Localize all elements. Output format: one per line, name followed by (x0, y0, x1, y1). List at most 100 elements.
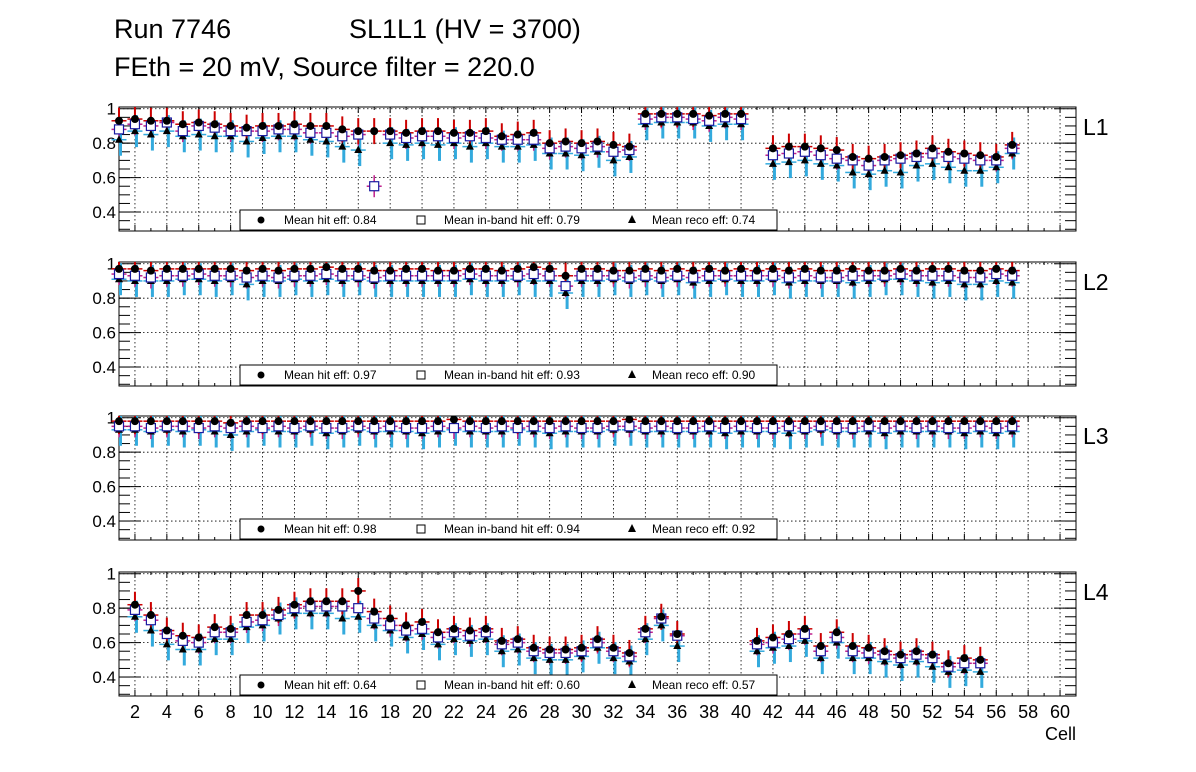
hit-marker (832, 266, 841, 275)
hit-marker (513, 417, 522, 426)
legend-hit-label: Mean hit eff: 0.97 (284, 368, 377, 382)
reco-marker (529, 276, 538, 284)
hit-marker (657, 109, 666, 118)
hit-marker (992, 264, 1001, 273)
reco-marker (928, 278, 937, 286)
reco-marker (960, 166, 969, 174)
reco-marker (130, 612, 139, 620)
reco-marker (146, 130, 155, 138)
reco-marker (418, 138, 427, 147)
hit-marker (338, 264, 347, 273)
reco-marker (402, 140, 411, 148)
y-tick-label: 0.4 (92, 668, 116, 687)
hit-marker (928, 417, 937, 426)
hit-marker (322, 597, 331, 606)
x-tick-label: 32 (603, 702, 623, 722)
y-tick-label: 1 (107, 255, 116, 274)
reco-marker (306, 608, 315, 617)
x-tick-label: 52 (922, 702, 942, 722)
hit-marker (115, 417, 123, 426)
hit-marker (609, 266, 618, 275)
x-tick-label: 18 (380, 702, 400, 722)
hit-marker (354, 264, 363, 273)
hit-marker (657, 266, 666, 275)
reco-marker (561, 655, 570, 663)
hit-marker (784, 417, 793, 426)
legend-box (239, 518, 778, 540)
legend-hit-marker (257, 681, 265, 689)
hit-marker (290, 264, 299, 273)
hit-marker (848, 642, 857, 651)
hit-marker (513, 264, 522, 273)
reco-marker (721, 119, 730, 128)
hit-marker (976, 655, 985, 664)
hit-marker (896, 650, 905, 659)
hit-marker (721, 266, 730, 275)
reco-marker (641, 634, 650, 643)
x-tick-label: 38 (699, 702, 719, 722)
hit-marker (689, 417, 698, 426)
x-tick-label: 50 (891, 702, 911, 722)
legend-reco-label: Mean reco eff: 0.74 (652, 213, 756, 227)
hit-marker (848, 264, 857, 273)
legend-reco-marker (628, 680, 636, 688)
hit-marker (449, 624, 458, 633)
hit-marker (784, 630, 793, 638)
y-tick-label: 0.4 (92, 358, 116, 377)
x-tick-label: 4 (162, 702, 172, 722)
hit-marker (896, 264, 905, 273)
hit-marker (210, 623, 219, 632)
hit-marker (912, 266, 921, 275)
hit-marker (705, 264, 714, 273)
hit-marker (768, 417, 777, 426)
legend-box (239, 209, 778, 231)
x-tick-label: 58 (1018, 702, 1038, 722)
hit-marker (976, 266, 985, 275)
hit-marker (896, 151, 905, 160)
hit-marker (274, 417, 283, 426)
legend-inband-marker (416, 680, 426, 690)
hit-marker (226, 624, 235, 633)
hit-marker (386, 266, 395, 275)
x-tick-label: 16 (348, 702, 368, 722)
hit-marker (928, 264, 937, 273)
hit-marker (944, 264, 953, 273)
x-tick-label: 26 (508, 702, 528, 722)
layer-label: L3 (1083, 423, 1109, 449)
panel-l3: 0.4 0.6 0.8 1 L3 Mean hit eff: 0.98 Mean in-ba… (92, 409, 1109, 541)
hit-marker (338, 125, 347, 134)
reco-marker (848, 653, 857, 662)
reco-marker (497, 142, 506, 150)
inband-marker (831, 153, 842, 164)
hit-marker (976, 151, 985, 160)
inband-marker (113, 124, 125, 135)
reco-marker (322, 608, 331, 617)
hit-marker (449, 415, 458, 424)
reco-marker (992, 276, 1001, 284)
hit-marker (753, 417, 761, 426)
reco-marker (657, 620, 666, 629)
reco-marker (768, 159, 777, 167)
reco-marker (242, 279, 251, 288)
y-tick-label: 0.6 (92, 634, 116, 653)
legend-reco-label: Mean reco eff: 0.90 (652, 368, 756, 382)
hit-marker (146, 266, 155, 275)
hit-marker (529, 417, 538, 426)
hit-marker (529, 128, 538, 137)
hit-marker (402, 621, 411, 630)
legend-hit-label: Mean hit eff: 0.64 (284, 678, 377, 692)
hit-marker (880, 417, 889, 426)
hit-marker (561, 271, 570, 280)
hit-marker (673, 417, 682, 426)
reco-marker (976, 166, 985, 174)
hit-marker (178, 264, 187, 273)
hit-marker (768, 633, 777, 642)
hit-marker (162, 264, 171, 273)
hit-marker (194, 417, 203, 426)
reco-marker (800, 155, 809, 164)
hit-marker (306, 597, 315, 606)
hit-marker (178, 417, 187, 426)
hit-marker (880, 647, 889, 656)
reco-marker (194, 645, 203, 653)
legend-inband-label: Mean in-band hit eff: 0.94 (444, 522, 580, 536)
